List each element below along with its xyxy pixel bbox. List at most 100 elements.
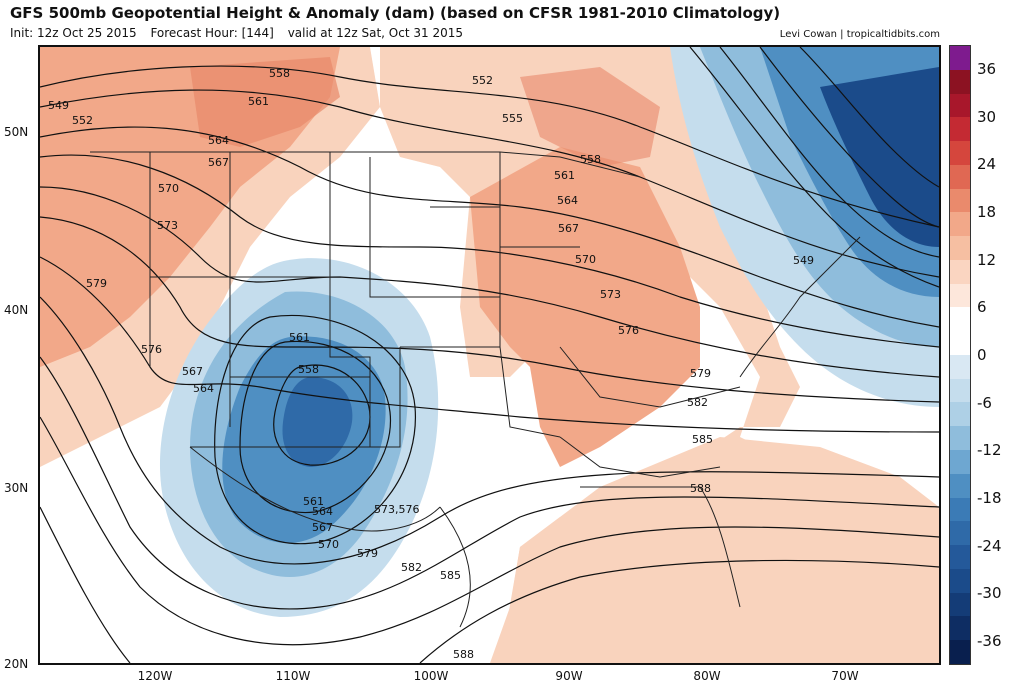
- contour-label: 579: [86, 277, 107, 290]
- political-borders: [90, 151, 861, 628]
- positive-anomaly-west-core: [190, 57, 340, 147]
- contour-label: 573,576: [374, 503, 420, 516]
- contour-label: 570: [575, 253, 596, 266]
- colorbar-segment: [950, 616, 970, 641]
- colorbar-segment: [950, 450, 970, 474]
- contour-label: 570: [158, 182, 179, 195]
- colorbar-segment: [950, 592, 970, 617]
- colorbar-segment: [950, 46, 970, 70]
- contour-label: 564: [193, 382, 214, 395]
- colorbar-tick-label: -24: [977, 536, 1002, 555]
- colorbar-tick-label: -18: [977, 489, 1002, 508]
- contour-label: 579: [357, 547, 378, 560]
- map-panel: 549 552 558 561 564 567 570 573 579 552 …: [38, 45, 941, 665]
- contour-label: 588: [690, 482, 711, 495]
- colorbar-segment: [950, 117, 970, 142]
- lon-label-120w: 120W: [137, 669, 173, 683]
- colorbar-tick-label: 36: [977, 59, 997, 78]
- colorbar-tick-label: 18: [977, 202, 997, 221]
- contour-label: 549: [48, 99, 69, 112]
- lon-label-110w: 110W: [275, 669, 311, 683]
- contour-label: 570: [318, 538, 339, 551]
- colorbar-segment: [950, 640, 970, 664]
- contour-label: 567: [208, 156, 229, 169]
- lat-label-20n: 20N: [4, 657, 29, 671]
- contour-label: 564: [312, 505, 333, 518]
- contour-label: 567: [182, 365, 203, 378]
- contour-label: 561: [554, 169, 575, 182]
- colorbar-segment: [950, 473, 970, 498]
- colorbar-segment: [950, 354, 970, 379]
- contour-label: 573: [600, 288, 621, 301]
- positive-anomaly-central-mid: [470, 147, 700, 467]
- contour-label: 585: [692, 433, 713, 446]
- contour-label: 558: [298, 363, 319, 376]
- valid-time: valid at 12z Sat, Oct 31 2015: [287, 26, 463, 40]
- colorbar-segment: [950, 259, 970, 284]
- contour-label: 573: [157, 219, 178, 232]
- contour-label: 576: [618, 324, 639, 337]
- negative-anomaly-sw-core: [282, 377, 353, 467]
- run-info: Init: 12z Oct 25 2015 Forecast Hour: [14…: [10, 26, 473, 40]
- contour-label: 585: [440, 569, 461, 582]
- contour-label: 561: [289, 331, 310, 344]
- positive-anomaly-central-core: [520, 67, 660, 167]
- positive-anomaly-southeast: [500, 437, 939, 663]
- colorbar-segment: [950, 69, 970, 94]
- contour-label: 552: [472, 74, 493, 87]
- colorbar: [949, 45, 971, 665]
- colorbar-segment: [950, 545, 970, 569]
- colorbar-segment: [950, 426, 970, 451]
- lat-label-40n: 40N: [4, 303, 29, 317]
- contour-label-group: 549 552 558 561 564 567 570 573 579 552 …: [48, 67, 814, 661]
- colorbar-segment: [950, 283, 970, 308]
- forecast-hour: Forecast Hour: [144]: [150, 26, 274, 40]
- colorbar-segment: [950, 188, 970, 213]
- contour-label: 552: [72, 114, 93, 127]
- colorbar-tick-label: -30: [977, 584, 1002, 603]
- contour-label: 549: [793, 254, 814, 267]
- contour-label: 564: [208, 134, 229, 147]
- contour-label: 582: [687, 396, 708, 409]
- colorbar-segment: [950, 378, 970, 403]
- contour-label: 567: [558, 222, 579, 235]
- colorbar-segment: [950, 331, 970, 355]
- colorbar-tick-label: 0: [977, 346, 987, 364]
- lat-label-50n: 50N: [4, 125, 29, 139]
- credit: Levi Cowan | tropicaltidbits.com: [779, 29, 940, 40]
- contour-label: 561: [248, 95, 269, 108]
- colorbar-segment: [950, 212, 970, 237]
- contour-label: 561: [303, 495, 324, 508]
- colorbar-tick-label: 24: [977, 155, 997, 174]
- colorbar-tick-label: 6: [977, 298, 987, 317]
- init-time: Init: 12z Oct 25 2015: [10, 26, 137, 40]
- colorbar-tick-label: 30: [977, 107, 997, 126]
- negative-anomaly-ne-core: [820, 67, 939, 247]
- colorbar-tick-label: 12: [977, 250, 997, 269]
- contour-label: 588: [453, 648, 474, 661]
- contour-label: 558: [580, 153, 601, 166]
- colorbar-tick-label: -12: [977, 441, 1002, 460]
- colorbar-segment: [950, 521, 970, 546]
- contour-label: 555: [502, 112, 523, 125]
- colorbar-segment: [950, 236, 970, 260]
- lon-label-90w: 90W: [555, 669, 583, 683]
- colorbar-segment: [950, 93, 970, 118]
- lon-label-100w: 100W: [413, 669, 449, 683]
- colorbar-tick-label: -6: [977, 393, 992, 412]
- lon-label-80w: 80W: [693, 669, 721, 683]
- contour-label: 558: [269, 67, 290, 80]
- colorbar-segment: [950, 497, 970, 522]
- map-svg: 549 552 558 561 564 567 570 573 579 552 …: [40, 47, 939, 663]
- contour-label: 582: [401, 561, 422, 574]
- colorbar-segment: [950, 402, 970, 427]
- chart-title: GFS 500mb Geopotential Height & Anomaly …: [10, 4, 781, 22]
- contour-label: 576: [141, 343, 162, 356]
- colorbar-segment: [950, 164, 970, 189]
- lon-label-70w: 70W: [831, 669, 859, 683]
- lat-label-30n: 30N: [4, 481, 29, 495]
- contour-label: 564: [557, 194, 578, 207]
- contour-label: 567: [312, 521, 333, 534]
- colorbar-tick-label: -36: [977, 632, 1002, 651]
- contour-label: 579: [690, 367, 711, 380]
